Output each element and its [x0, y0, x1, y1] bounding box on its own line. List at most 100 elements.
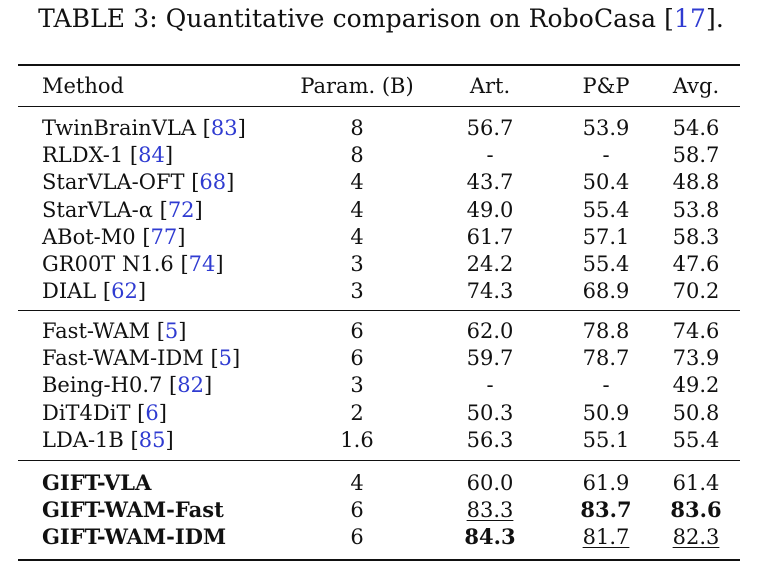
param-cell: 8: [350, 116, 364, 140]
table-row: ABot-M0 [77] 4 61.7 57.1 58.3: [18, 224, 740, 250]
table-row: GIFT-WAM-Fast 6 83.3 83.7 83.6: [18, 497, 740, 523]
table-row: DiT4DiT [6] 2 50.3 50.9 50.8: [18, 400, 740, 426]
pp-cell: 61.9: [582, 471, 630, 495]
art-cell: 56.3: [466, 427, 514, 452]
table-bottom-rule: [18, 559, 740, 561]
method-name: DIAL [: [42, 279, 112, 304]
method-name-cell: TwinBrainVLA [83]: [42, 115, 246, 141]
pp-cell: -: [602, 373, 610, 398]
art-cell: -: [486, 143, 494, 168]
citation-close-bracket: ]: [237, 116, 246, 140]
citation-ref-link[interactable]: 6: [145, 400, 159, 425]
method-name-cell: GIFT-WAM-IDM: [42, 524, 226, 550]
table-row: StarVLA-α [72] 4 49.0 55.4 53.8: [18, 197, 740, 223]
avg-cell: 50.8: [672, 400, 720, 425]
method-name: TwinBrainVLA [: [42, 116, 211, 140]
citation-ref-link[interactable]: 83: [210, 116, 238, 140]
pp-cell: -: [602, 143, 610, 168]
art-cell: 43.7: [466, 170, 514, 195]
method-name-cell: GR00T N1.6 [74]: [42, 251, 224, 277]
method-name: RLDX-1 [: [42, 143, 139, 168]
method-name: GR00T N1.6 [: [42, 252, 189, 276]
param-cell: 6: [350, 498, 364, 523]
pp-cell: 68.9: [582, 279, 630, 304]
table-row: RLDX-1 [84] 8 - - 58.7: [18, 142, 740, 168]
avg-cell: 55.4: [672, 427, 720, 452]
method-name-cell: ABot-M0 [77]: [42, 224, 185, 250]
method-name: StarVLA-OFT [: [42, 170, 200, 195]
table-row: Being-H0.7 [82] 3 - - 49.2: [18, 372, 740, 398]
table-row: Fast-WAM [5] 6 62.0 78.8 74.6: [18, 318, 740, 344]
param-cell: 3: [350, 279, 364, 304]
avg-cell: 74.6: [672, 319, 720, 343]
pp-cell: 78.7: [582, 346, 630, 371]
method-name-cell: Being-H0.7 [82]: [42, 372, 212, 398]
art-cell: 49.0: [466, 197, 514, 222]
param-cell: 6: [350, 346, 364, 371]
avg-cell: 49.2: [672, 373, 720, 398]
group-separator-1: [18, 310, 740, 311]
header-rule: [18, 106, 740, 107]
param-cell: 6: [350, 525, 364, 550]
avg-cell: 70.2: [672, 279, 720, 304]
citation-ref-link[interactable]: 72: [167, 197, 195, 222]
table-caption: TABLE 3: Quantitative comparison on Robo…: [0, 2, 762, 36]
avg-cell: 53.8: [672, 197, 720, 222]
method-name-cell: Fast-WAM [5]: [42, 318, 186, 344]
header-avg: Avg.: [672, 74, 720, 98]
citation-close-bracket: ]: [232, 346, 241, 371]
method-name-cell: GIFT-WAM-Fast: [42, 497, 224, 523]
art-cell: 83.3: [466, 498, 514, 523]
method-name: GIFT-WAM-Fast: [42, 497, 224, 523]
method-name-cell: RLDX-1 [84]: [42, 142, 173, 168]
table-header-row: Method Param. (B) Art. P&P Avg.: [18, 73, 740, 99]
caption-suffix: ].: [706, 4, 724, 33]
caption-ref-link[interactable]: 17: [674, 4, 707, 33]
art-cell: 24.2: [466, 252, 514, 276]
header-art: Art.: [469, 74, 511, 98]
citation-ref-link[interactable]: 74: [188, 252, 216, 276]
citation-ref-link[interactable]: 68: [199, 170, 227, 195]
citation-ref-link[interactable]: 82: [177, 373, 204, 398]
citation-ref-link[interactable]: 5: [218, 346, 233, 371]
table-row: GIFT-WAM-IDM 6 84.3 81.7 82.3: [18, 524, 740, 550]
method-name-cell: DiT4DiT [6]: [42, 400, 167, 426]
avg-cell: 73.9: [672, 346, 720, 371]
pp-cell: 50.9: [582, 400, 630, 425]
table-row: Fast-WAM-IDM [5] 6 59.7 78.7 73.9: [18, 345, 740, 371]
art-cell: 60.0: [466, 471, 514, 495]
table-row: TwinBrainVLA [83] 8 56.7 53.9 54.6: [18, 115, 740, 141]
method-name: GIFT-VLA: [42, 470, 152, 495]
citation-ref-link[interactable]: 62: [111, 279, 138, 304]
method-name: LDA-1B [: [42, 427, 139, 452]
method-name-cell: Fast-WAM-IDM [5]: [42, 345, 240, 371]
citation-ref-link[interactable]: 5: [164, 319, 179, 343]
method-name: Fast-WAM-IDM [: [42, 346, 219, 371]
citation-ref-link[interactable]: 77: [150, 224, 178, 249]
citation-close-bracket: ]: [203, 373, 213, 398]
citation-close-bracket: ]: [165, 427, 174, 452]
param-cell: 4: [350, 197, 364, 222]
art-cell: 74.3: [466, 279, 514, 304]
method-name: DiT4DiT [: [42, 400, 146, 425]
citation-ref-link[interactable]: 85: [138, 427, 166, 452]
header-method: Method: [42, 74, 124, 98]
table-row: GIFT-VLA 4 60.0 61.9 61.4: [18, 470, 740, 496]
param-cell: 1.6: [340, 427, 374, 452]
pp-cell: 55.1: [582, 427, 630, 452]
table-row: GR00T N1.6 [74] 3 24.2 55.4 47.6: [18, 251, 740, 277]
param-cell: 4: [350, 170, 364, 195]
method-name-cell: StarVLA-OFT [68]: [42, 169, 234, 195]
pp-cell: 83.7: [580, 497, 632, 523]
method-name: Fast-WAM [: [42, 319, 165, 343]
avg-cell: 47.6: [672, 252, 720, 276]
citation-ref-link[interactable]: 84: [138, 143, 165, 168]
param-cell: 4: [350, 471, 364, 495]
method-name: Being-H0.7 [: [42, 373, 178, 398]
citation-close-bracket: ]: [215, 252, 224, 276]
pp-cell: 78.8: [582, 319, 630, 343]
method-name-cell: StarVLA-α [72]: [42, 197, 203, 223]
pp-cell: 81.7: [582, 525, 630, 550]
art-cell: -: [486, 373, 494, 398]
header-param: Param. (B): [300, 74, 414, 98]
